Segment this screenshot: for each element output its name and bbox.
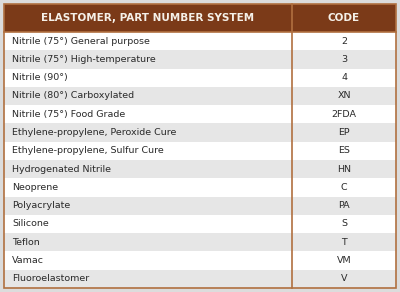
Text: Ethylene-propylene, Peroxide Cure: Ethylene-propylene, Peroxide Cure bbox=[12, 128, 176, 137]
Bar bbox=[4, 69, 396, 87]
Text: Hydrogenated Nitrile: Hydrogenated Nitrile bbox=[12, 165, 111, 174]
Bar bbox=[4, 105, 396, 124]
Text: 4: 4 bbox=[341, 73, 347, 82]
Text: XN: XN bbox=[337, 91, 351, 100]
Bar bbox=[4, 215, 396, 233]
Text: Teflon: Teflon bbox=[12, 238, 40, 247]
Text: ELASTOMER, PART NUMBER SYSTEM: ELASTOMER, PART NUMBER SYSTEM bbox=[42, 13, 255, 23]
Text: Silicone: Silicone bbox=[12, 220, 49, 229]
Text: S: S bbox=[341, 220, 347, 229]
Text: Vamac: Vamac bbox=[12, 256, 44, 265]
Text: V: V bbox=[341, 274, 347, 283]
Text: VM: VM bbox=[337, 256, 351, 265]
Text: Neoprene: Neoprene bbox=[12, 183, 58, 192]
Bar bbox=[4, 160, 396, 178]
Bar bbox=[4, 124, 396, 142]
Bar bbox=[4, 197, 396, 215]
Text: Nitrile (75°) General purpose: Nitrile (75°) General purpose bbox=[12, 36, 150, 46]
Text: EP: EP bbox=[338, 128, 350, 137]
Bar bbox=[4, 32, 396, 50]
Bar bbox=[4, 50, 396, 69]
Text: Nitrile (75°) High-temperature: Nitrile (75°) High-temperature bbox=[12, 55, 156, 64]
Bar bbox=[4, 251, 396, 270]
Text: Fluoroelastomer: Fluoroelastomer bbox=[12, 274, 89, 283]
Bar bbox=[4, 233, 396, 251]
Text: CODE: CODE bbox=[328, 13, 360, 23]
Text: Nitrile (80°) Carboxylated: Nitrile (80°) Carboxylated bbox=[12, 91, 134, 100]
Text: Nitrile (75°) Food Grade: Nitrile (75°) Food Grade bbox=[12, 110, 125, 119]
Bar bbox=[4, 142, 396, 160]
Bar bbox=[4, 178, 396, 197]
Text: 2FDA: 2FDA bbox=[332, 110, 356, 119]
Text: HN: HN bbox=[337, 165, 351, 174]
Text: 2: 2 bbox=[341, 36, 347, 46]
Text: Polyacrylate: Polyacrylate bbox=[12, 201, 70, 210]
Bar bbox=[4, 87, 396, 105]
Bar bbox=[4, 4, 396, 32]
Bar bbox=[4, 270, 396, 288]
Text: C: C bbox=[341, 183, 347, 192]
Text: ES: ES bbox=[338, 146, 350, 155]
Text: Ethylene-propylene, Sulfur Cure: Ethylene-propylene, Sulfur Cure bbox=[12, 146, 164, 155]
Text: 3: 3 bbox=[341, 55, 347, 64]
Text: Nitrile (90°): Nitrile (90°) bbox=[12, 73, 68, 82]
Text: T: T bbox=[341, 238, 347, 247]
Text: PA: PA bbox=[338, 201, 350, 210]
